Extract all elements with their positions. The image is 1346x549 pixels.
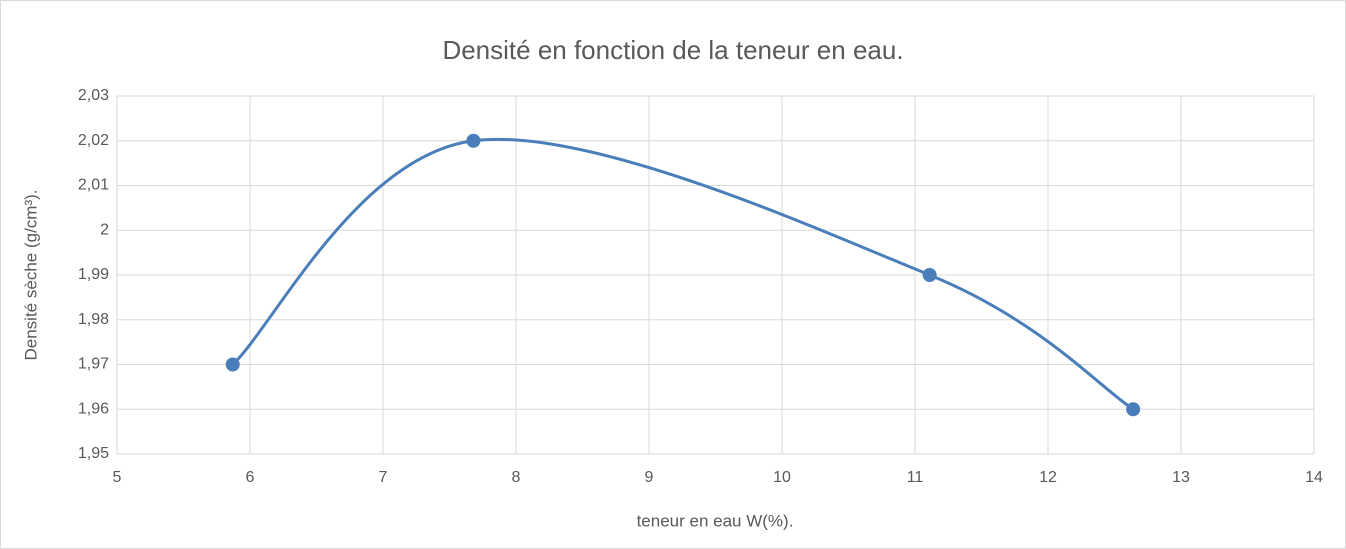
x-tick-label: 7 xyxy=(379,469,388,486)
x-tick-label: 14 xyxy=(1305,469,1323,486)
x-tick-label: 5 xyxy=(113,469,122,486)
y-tick-label: 1,95 xyxy=(78,445,109,462)
data-point xyxy=(225,357,240,372)
y-tick-label: 2,02 xyxy=(78,132,109,149)
data-point xyxy=(922,268,937,282)
y-tick-label: 1,98 xyxy=(78,311,109,328)
y-tick-label: 2,01 xyxy=(78,177,109,194)
y-tick-label: 2 xyxy=(100,221,109,238)
data-point xyxy=(1126,402,1141,417)
y-tick-label: 1,96 xyxy=(78,400,109,417)
x-tick-label: 10 xyxy=(773,469,791,486)
chart-title: Densité en fonction de la teneur en eau. xyxy=(442,35,903,65)
y-tick-label: 1,99 xyxy=(78,266,109,283)
x-tick-label: 6 xyxy=(246,469,255,486)
y-tick-label: 2,03 xyxy=(78,87,109,104)
x-tick-label: 9 xyxy=(645,469,654,486)
x-tick-label: 11 xyxy=(907,469,924,486)
x-tick-label: 13 xyxy=(1172,469,1190,486)
y-tick-label: 1,97 xyxy=(78,356,109,373)
data-point xyxy=(466,133,481,148)
x-axis-label: teneur en eau W(%). xyxy=(637,511,794,530)
data-line xyxy=(231,137,1134,411)
y-axis-label: Densité sèche (g/cm³). xyxy=(21,190,40,361)
x-tick-label: 12 xyxy=(1039,469,1057,486)
x-tick-label: 8 xyxy=(512,469,521,486)
